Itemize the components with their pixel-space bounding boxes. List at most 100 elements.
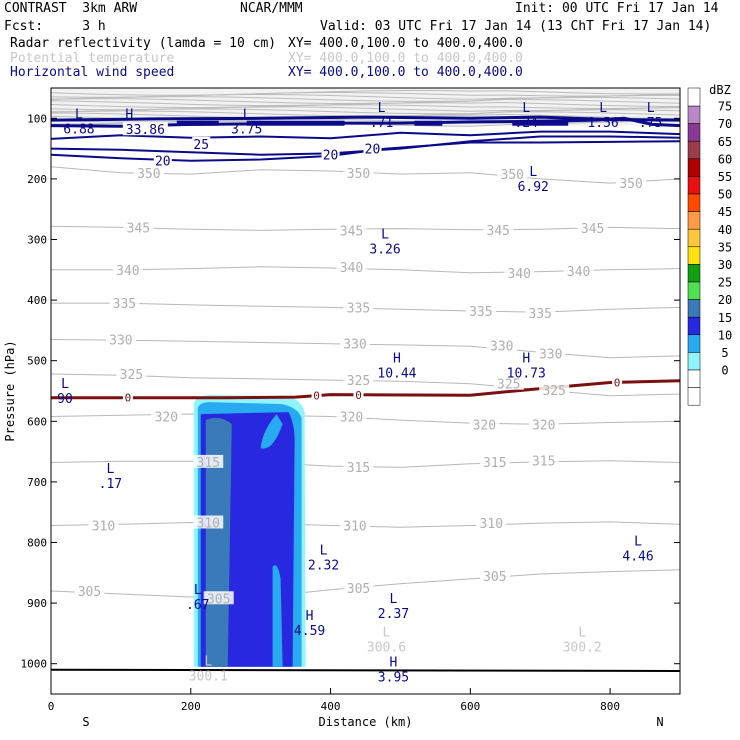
theta-label-bg <box>112 262 143 276</box>
colorbar-swatch <box>687 352 701 371</box>
theta-label-bg <box>525 305 556 319</box>
x-axis-label: Distance (km) <box>319 715 413 729</box>
colorbar-level-label: 45 <box>718 205 732 219</box>
theta-label-bg <box>504 265 535 279</box>
extremum-value: 2.37 <box>378 607 409 622</box>
extremum-L: L <box>243 107 251 122</box>
wind-label-bg <box>363 141 382 155</box>
extremum-H: H <box>125 107 133 122</box>
field-label-theta: Potential temperature <box>10 51 175 66</box>
extremum-L: L <box>383 625 391 640</box>
theta-label-bg <box>476 516 507 530</box>
jet-core-band <box>414 120 443 126</box>
colorbar-swatch <box>687 211 701 230</box>
theta-label-bg <box>193 515 224 529</box>
endpoint-south: S <box>82 715 89 729</box>
theta-label-bg <box>109 296 140 310</box>
theta-label-bg <box>340 518 371 532</box>
theta-label-bg <box>74 583 105 597</box>
theta-label-bg <box>105 332 136 346</box>
extremum-value: 3.26 <box>369 242 400 257</box>
zero-wind-line <box>51 379 681 400</box>
radar-20dbz <box>205 417 232 667</box>
wind-contour <box>51 130 680 140</box>
extremum-value: 4.59 <box>294 624 325 639</box>
theta-label-bg <box>528 453 559 467</box>
theta-label-bg <box>465 304 496 318</box>
theta-label: 310 <box>92 520 115 535</box>
extremum-value: .17 <box>99 477 122 492</box>
extremum-H: H <box>306 609 314 624</box>
extremum-L: L <box>634 535 642 550</box>
colorbar-level-label: 40 <box>718 223 732 237</box>
colorbar-level-label: 5 <box>721 346 728 360</box>
extremum-value: 3.95 <box>378 671 409 686</box>
colorbar-unit: dBZ <box>709 83 731 97</box>
zero-label-bg <box>311 389 322 402</box>
theta-label: 350 <box>619 177 642 192</box>
theta-label: 320 <box>532 418 555 433</box>
theta-label-bg <box>336 223 367 237</box>
extremum-L: L <box>529 165 537 180</box>
theta-label: 315 <box>532 455 555 470</box>
theta-label: 325 <box>120 368 143 383</box>
x-tick-label: 800 <box>600 700 620 713</box>
extremum-L: L <box>320 544 328 559</box>
theta-label: 335 <box>469 305 492 320</box>
theta-label: 340 <box>116 264 139 279</box>
org-label: NCAR/MMM <box>240 1 303 16</box>
theta-label: 350 <box>137 167 160 182</box>
colorbar-level-label: 65 <box>718 135 732 149</box>
theta-label: 330 <box>109 333 132 348</box>
theta-label-bg <box>479 568 510 582</box>
extremum-value: .71 <box>370 116 393 131</box>
extremum-L: L <box>390 592 398 607</box>
theta-label: 335 <box>113 297 136 312</box>
extremum-L: L <box>647 101 655 116</box>
extremum-value: .67 <box>186 598 209 613</box>
colorbar-swatch <box>687 140 701 160</box>
upper-theta-contour <box>51 94 680 102</box>
extremum-L: L <box>61 377 69 392</box>
extremum-L: L <box>378 101 386 116</box>
theta-label: 315 <box>347 461 370 476</box>
theta-label: 330 <box>490 340 513 355</box>
x-tick-label: 200 <box>181 700 201 713</box>
extremum-H: H <box>393 352 401 367</box>
theta-label-bg <box>528 417 559 431</box>
field-label-wind: Horizontal wind speed <box>10 65 175 80</box>
field-xy-reflectivity: XY= 400.0,100.0 to 400.0,400.0 <box>288 36 523 51</box>
theta-label: 340 <box>340 261 363 276</box>
wind-label-bg <box>321 147 340 161</box>
colorbar-level-label: 15 <box>718 311 732 325</box>
y-tick-label: 500 <box>27 355 47 368</box>
colorbar-swatch <box>687 105 701 124</box>
colorbar-cap <box>687 87 701 107</box>
upper-theta-contour <box>51 101 680 109</box>
theta-label: 340 <box>567 265 590 280</box>
extremum-L: L <box>106 462 114 477</box>
y-tick-label: 800 <box>27 537 47 550</box>
theta-label-bg <box>336 409 367 423</box>
theta-label: 310 <box>197 517 220 532</box>
theta-label: 330 <box>343 338 366 353</box>
theta-label-bg <box>133 165 164 179</box>
zero-label: 0 <box>614 376 621 389</box>
colorbar-swatch <box>687 334 701 353</box>
colorbar-swatch <box>687 369 701 388</box>
zero-label-bg <box>353 388 364 401</box>
extremum-L: L <box>194 583 202 598</box>
colorbar-level-label: 30 <box>718 258 732 272</box>
wind-label: 20 <box>155 155 171 170</box>
extremum-value: 300.6 <box>367 640 406 655</box>
zero-label: 0 <box>355 389 362 402</box>
extremum-L: L <box>381 227 389 242</box>
field-xy-wind: XY= 400.0,100.0 to 400.0,400.0 <box>288 65 523 80</box>
theta-label-bg <box>343 373 374 387</box>
radar-notch <box>260 414 283 449</box>
theta-label: 350 <box>347 167 370 182</box>
theta-label-bg <box>123 220 154 234</box>
theta-label-bg <box>486 338 517 352</box>
theta-label-bg <box>343 165 374 179</box>
